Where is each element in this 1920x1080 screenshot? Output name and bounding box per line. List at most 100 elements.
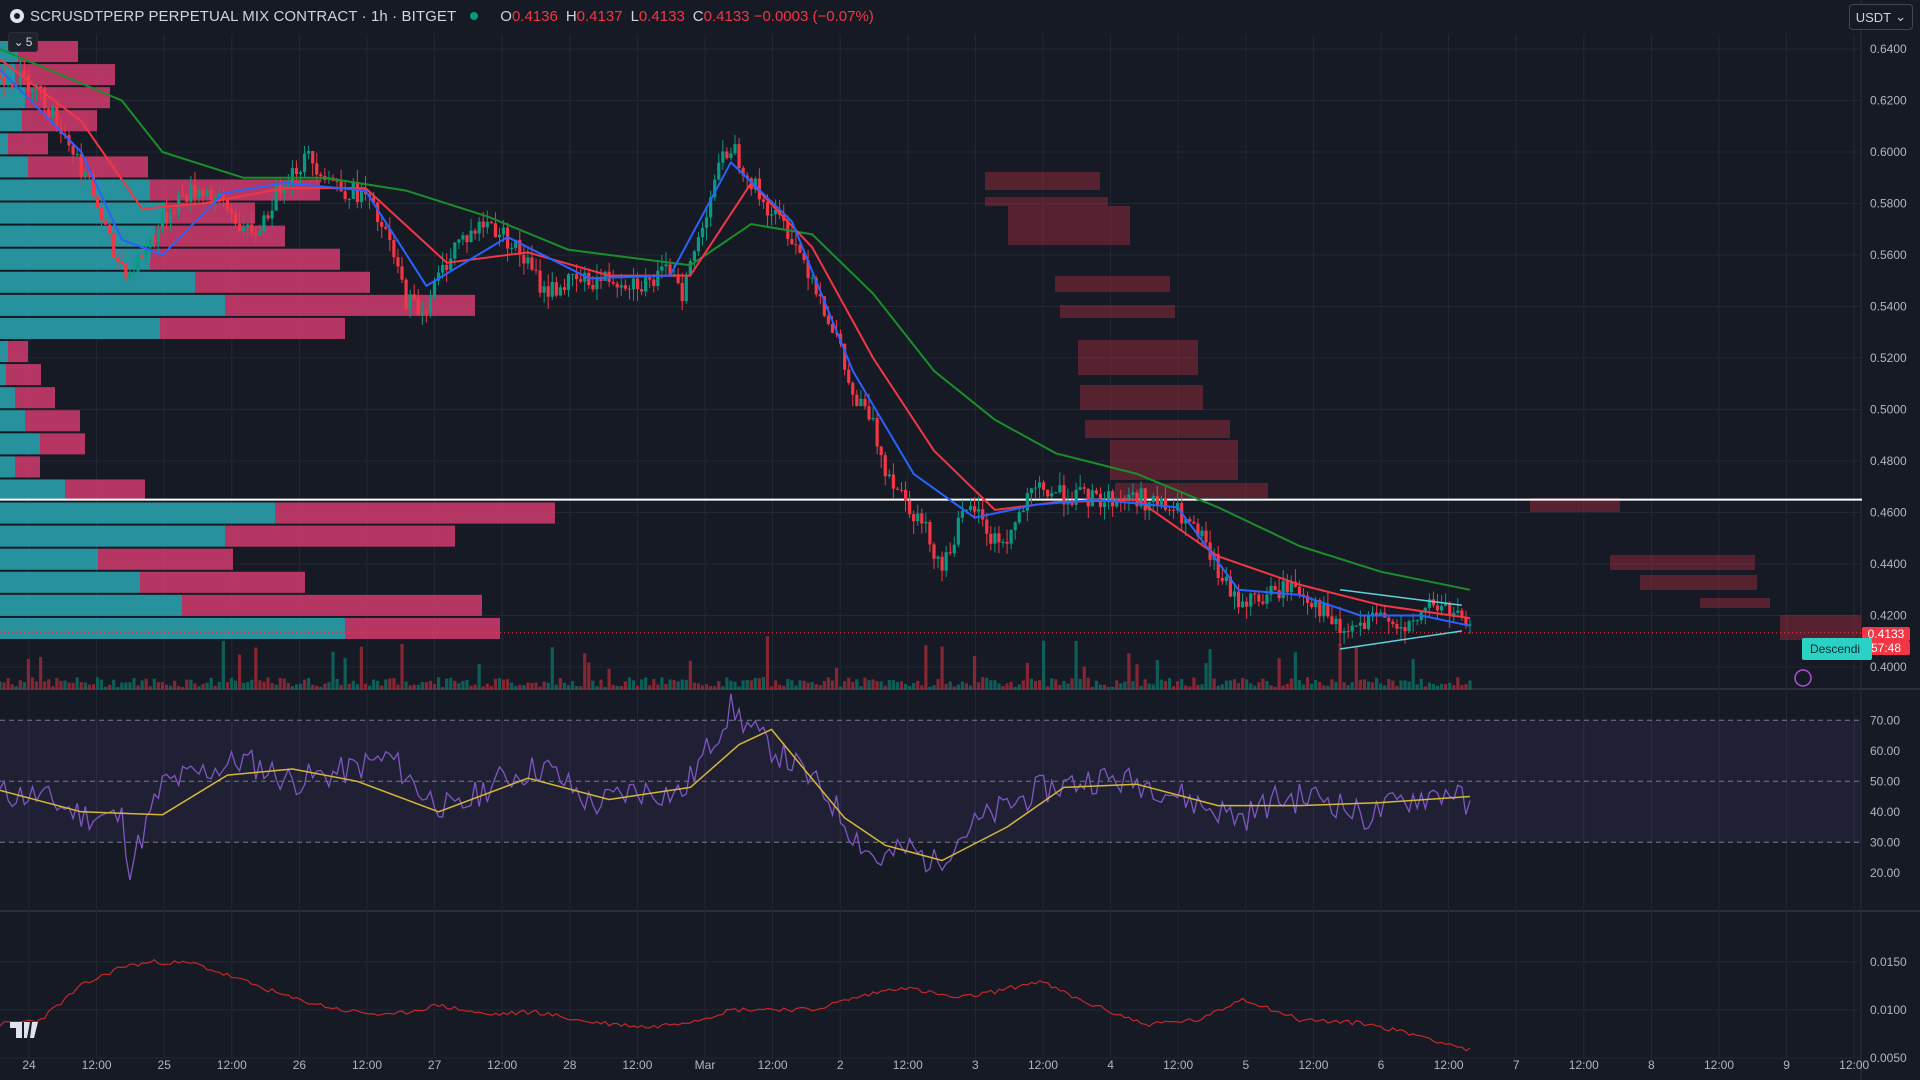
candle-body xyxy=(964,509,969,511)
volume-bar xyxy=(1066,683,1070,690)
candle-body xyxy=(197,190,201,198)
volume-bar xyxy=(266,677,270,690)
currency-select[interactable]: USDT ⌄ xyxy=(1848,4,1913,30)
volume-profile-up-bar xyxy=(0,225,155,247)
candle-body xyxy=(469,230,473,243)
volume-bar xyxy=(108,684,112,690)
candle-body xyxy=(579,279,583,282)
volume-bar xyxy=(217,682,221,690)
volume-bar xyxy=(67,682,71,690)
candle-body xyxy=(181,194,185,196)
candle-body xyxy=(457,239,461,243)
candle-body xyxy=(810,277,814,279)
candle-body xyxy=(875,418,879,447)
candle-body xyxy=(1245,601,1249,607)
candle-body xyxy=(47,108,51,118)
volume-bar xyxy=(510,682,514,690)
volume-bar xyxy=(371,679,376,690)
time-tick-label: 7 xyxy=(1513,1058,1520,1072)
volume-bar xyxy=(1037,680,1042,690)
volume-bar xyxy=(1208,649,1212,690)
candle-body xyxy=(144,247,148,258)
volume-bar xyxy=(522,684,526,690)
candle-body xyxy=(944,552,948,571)
pattern-label[interactable]: Descendi xyxy=(1802,638,1872,660)
candle-body xyxy=(136,255,140,272)
volume-bar xyxy=(380,685,384,690)
volume-bar xyxy=(1135,664,1139,690)
volume-bar xyxy=(1265,681,1269,690)
volume-bar xyxy=(30,677,35,690)
candle-body xyxy=(1184,518,1188,524)
volume-profile-down-bar xyxy=(150,248,340,270)
volume-profile-up-bar xyxy=(0,202,165,224)
candle-body xyxy=(254,233,258,235)
volume-bar xyxy=(814,684,818,690)
candle-body xyxy=(225,199,230,209)
candle-body xyxy=(1391,621,1395,625)
volume-bar xyxy=(887,679,891,690)
ema-fast-line xyxy=(0,68,1471,627)
volume-bar xyxy=(903,684,908,690)
volume-bar xyxy=(1127,653,1131,690)
candle-body xyxy=(1444,603,1448,606)
price-tick-label: 0.6200 xyxy=(1870,94,1907,108)
candle-body xyxy=(1253,593,1257,595)
candle-body xyxy=(863,398,867,407)
volume-profile-up-bar xyxy=(0,456,15,478)
candle-body xyxy=(619,285,623,288)
rsi-tick-label: 60.00 xyxy=(1870,744,1900,758)
volume-profile-down-bar xyxy=(8,133,48,155)
candle-body xyxy=(1289,581,1293,593)
volume-bar xyxy=(168,685,173,690)
candle-body xyxy=(920,513,924,524)
volume-bar xyxy=(1216,685,1220,690)
symbol-title[interactable]: SCRUSDTPERP PERPETUAL MIX CONTRACT · 1h … xyxy=(30,7,457,25)
candle-body xyxy=(603,271,607,281)
candle-body xyxy=(818,294,822,297)
candle-body xyxy=(729,153,733,159)
volume-bar xyxy=(229,677,234,690)
volume-bar xyxy=(1253,685,1257,690)
volume-bar xyxy=(1419,678,1423,690)
volume-bar xyxy=(798,680,802,690)
volume-bar xyxy=(339,684,343,690)
volume-bar xyxy=(843,681,847,690)
candle-body xyxy=(855,394,859,406)
candle-body xyxy=(680,283,684,302)
volume-profile-up-bar xyxy=(0,410,25,432)
indicator-collapse-button[interactable]: ⌄ 5 xyxy=(8,32,38,52)
hv-tick-label: 0.0050 xyxy=(1870,1051,1907,1065)
volume-bar xyxy=(1102,684,1107,690)
volume-bar xyxy=(940,646,944,690)
volume-bar xyxy=(627,677,632,690)
candle-body xyxy=(1171,509,1176,511)
volume-bar xyxy=(376,680,380,690)
supply-zone xyxy=(1530,498,1620,512)
candle-body xyxy=(1042,482,1046,490)
candle-body xyxy=(250,224,254,234)
candle-body xyxy=(1326,603,1330,617)
volume-bar xyxy=(570,681,575,690)
time-tick-label: 12:00 xyxy=(1839,1058,1869,1072)
candle-body xyxy=(1017,511,1021,523)
volume-bar xyxy=(237,654,242,690)
candle-body xyxy=(522,254,526,264)
candle-body xyxy=(550,282,554,297)
supply-zone xyxy=(985,197,1108,206)
volume-bar xyxy=(128,682,132,690)
candle-body xyxy=(477,221,481,234)
candle-body xyxy=(514,239,518,248)
price-tick-label: 0.5800 xyxy=(1870,197,1907,211)
volume-bar xyxy=(1143,679,1147,690)
candle-body xyxy=(1261,601,1265,604)
volume-bar xyxy=(221,640,225,690)
candle-body xyxy=(351,182,355,199)
candle-body xyxy=(660,266,664,271)
volume-bar xyxy=(225,682,230,690)
candle-body xyxy=(481,221,485,228)
volume-bar xyxy=(1330,679,1334,690)
volume-bar xyxy=(14,686,18,690)
time-tick-label: 12:00 xyxy=(1704,1058,1734,1072)
